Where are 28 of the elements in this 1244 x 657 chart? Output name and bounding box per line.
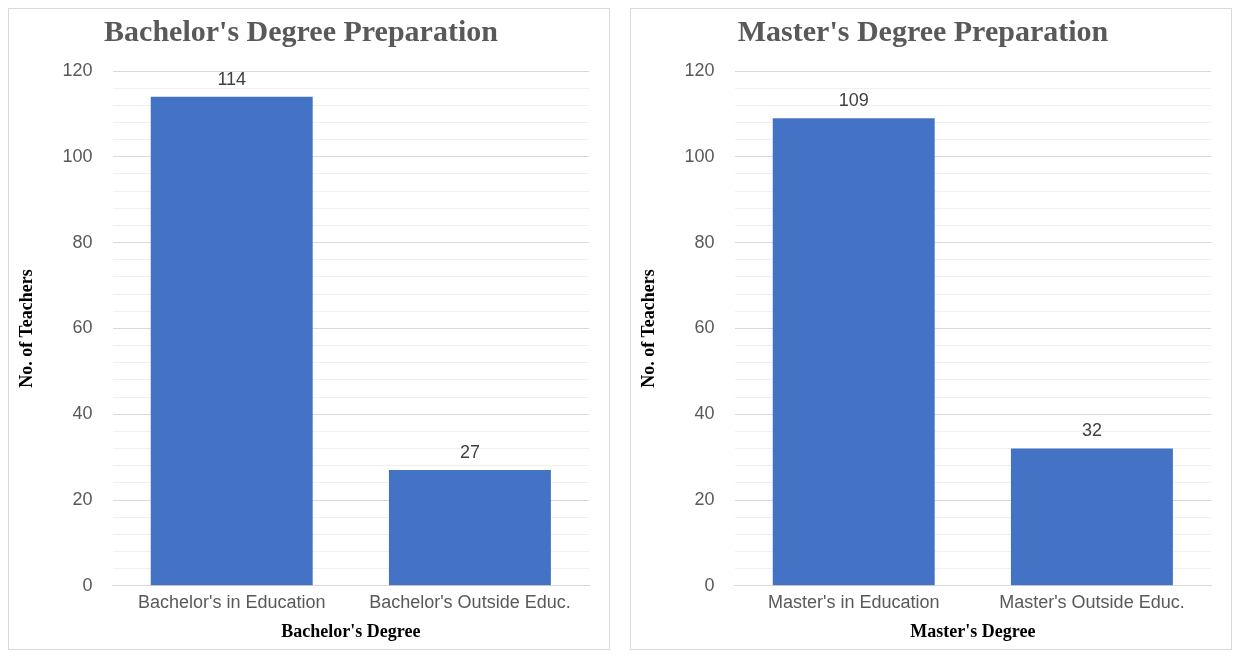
x-tick-label: Bachelor's in Education [137, 591, 326, 612]
y-tick-label: 80 [694, 231, 715, 252]
y-tick-label: 100 [684, 145, 715, 166]
data-label: 27 [459, 441, 480, 462]
y-tick-label: 0 [82, 574, 93, 595]
y-tick-label: 120 [62, 59, 93, 80]
x-axis-title: Master's Degree [910, 620, 1036, 641]
y-axis-title: No. of Teachers [638, 269, 659, 388]
y-tick-label: 40 [694, 403, 715, 424]
data-label: 32 [1081, 420, 1102, 441]
y-tick-label: 60 [694, 317, 715, 338]
x-axis-title: Bachelor's Degree [281, 620, 421, 641]
y-tick-label: 0 [704, 574, 715, 595]
y-tick-label: 20 [72, 488, 93, 509]
data-label: 114 [217, 68, 247, 89]
y-axis-title: No. of Teachers [16, 269, 37, 388]
y-tick-label: 40 [72, 403, 93, 424]
data-label: 109 [838, 90, 869, 111]
y-tick-label: 120 [684, 59, 715, 80]
x-tick-label: Master's Outside Educ. [999, 591, 1185, 612]
x-tick-label: Master's in Education [767, 591, 940, 612]
y-tick-label: 60 [72, 317, 93, 338]
chart-title: Master's Degree Preparation [737, 13, 1109, 47]
y-tick-label: 80 [72, 231, 93, 252]
y-tick-label: 20 [694, 488, 715, 509]
y-tick-label: 100 [62, 145, 93, 166]
chart-title: Bachelor's Degree Preparation [104, 13, 499, 47]
x-tick-label: Bachelor's Outside Educ. [369, 591, 571, 612]
